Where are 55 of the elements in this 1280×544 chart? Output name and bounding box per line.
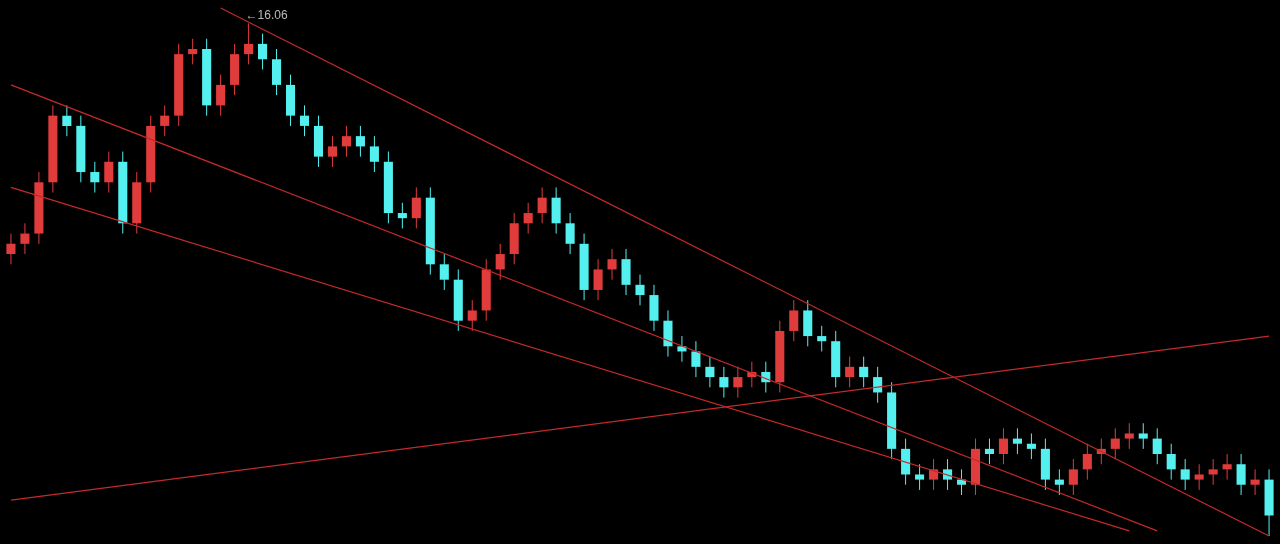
candlestick [705, 356, 715, 388]
candlestick [6, 233, 16, 265]
candlestick [299, 104, 310, 137]
candlestick [523, 202, 533, 235]
candlestick [355, 125, 365, 158]
candlestick [411, 186, 421, 229]
candlestick [1082, 443, 1092, 481]
candlestick [845, 356, 855, 388]
candlestick [244, 22, 254, 65]
candlestick [90, 161, 100, 194]
candlestick [1068, 458, 1078, 496]
candlestick [537, 186, 547, 224]
candlestick [20, 222, 30, 255]
candlestick [369, 135, 379, 173]
text: ←16.06 [245, 8, 288, 23]
candlestick [1012, 427, 1022, 455]
candlestick [104, 151, 114, 194]
candlestick [1152, 427, 1162, 465]
candlestick [62, 104, 72, 137]
candlestick [943, 458, 953, 491]
candlestick [1138, 422, 1148, 450]
candlestick [341, 125, 351, 158]
candlestick [1054, 468, 1064, 496]
candlestick [188, 38, 198, 65]
candlestick [160, 104, 170, 137]
candlestick [1194, 463, 1204, 491]
candlestick [495, 243, 505, 281]
candlestick [565, 212, 575, 255]
candlestick [1180, 458, 1190, 491]
candlestick [915, 463, 925, 491]
candlestick [719, 366, 729, 399]
candlestick [216, 74, 226, 117]
candlestick [817, 325, 827, 352]
candlestick [593, 258, 603, 301]
candlestick [607, 248, 617, 281]
candlestick [439, 253, 449, 291]
candlestick [1110, 427, 1120, 460]
candlestick [1124, 422, 1134, 450]
candlestick [1026, 432, 1036, 460]
candlestick [1166, 443, 1176, 481]
candlestick [397, 202, 407, 229]
candlestick [691, 340, 701, 378]
candlestick [1222, 453, 1232, 481]
candlestick [984, 438, 995, 465]
candlestick [859, 356, 869, 388]
candlestick [998, 427, 1008, 465]
candlestick [327, 135, 337, 168]
candlestick [258, 33, 268, 71]
candlestick [1236, 453, 1246, 496]
candlestick [635, 274, 645, 306]
candlestick [789, 299, 799, 342]
candlestick [1208, 458, 1218, 486]
candlestick [467, 299, 477, 332]
candlestick [1250, 468, 1260, 496]
candlestick [733, 366, 743, 399]
